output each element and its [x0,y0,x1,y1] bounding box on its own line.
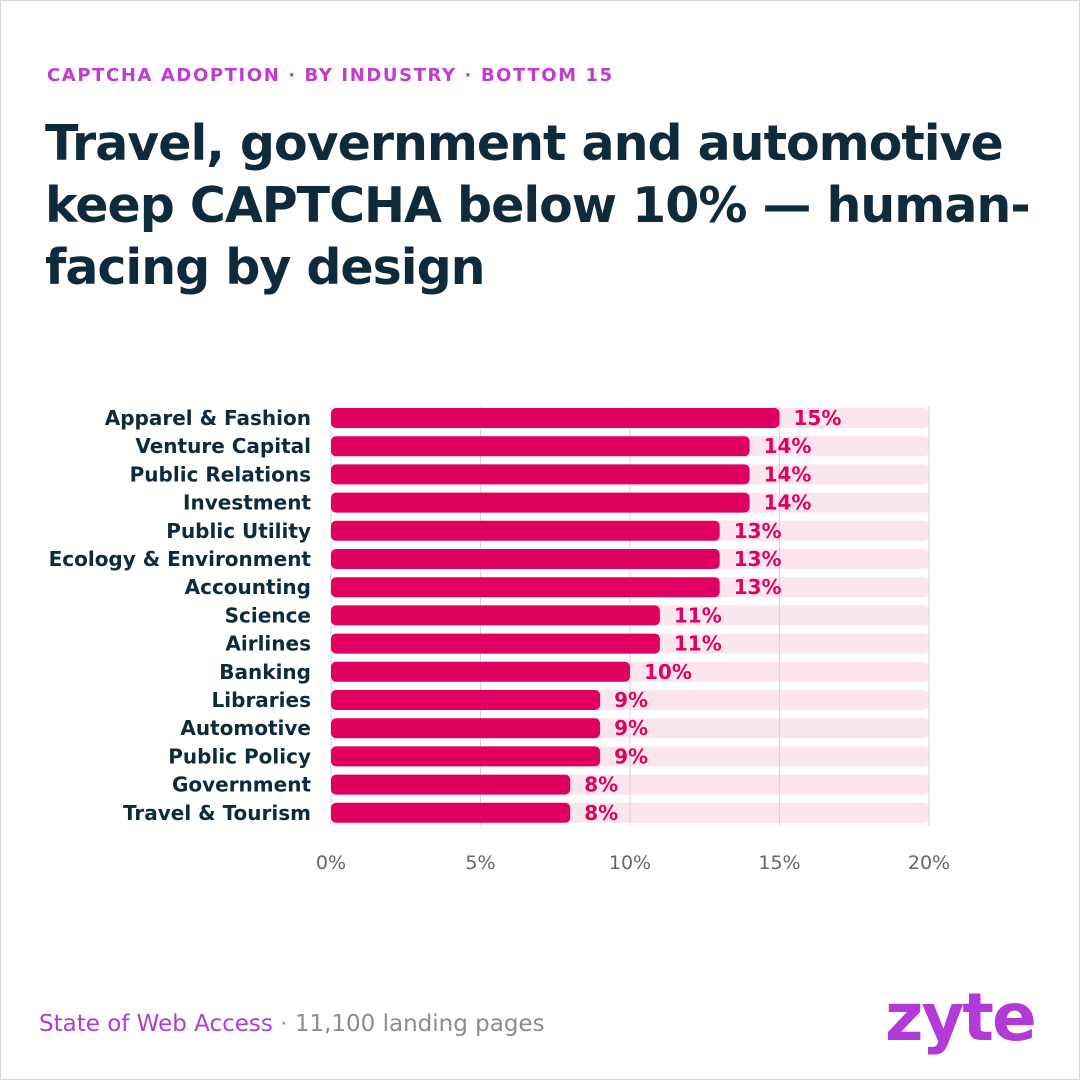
value-label: 8% [584,773,618,797]
value-label: 8% [584,801,618,825]
bar [331,549,720,569]
bar [331,408,780,428]
bar [331,577,720,598]
bar [331,520,720,541]
x-tick-label: 0% [316,852,346,874]
value-label: 14% [764,434,812,458]
x-tick-label: 20% [908,852,950,874]
category-label: Investment [183,491,311,515]
x-tick-label: 5% [465,852,495,874]
value-label: 13% [734,519,782,543]
footer: State of Web Access · 11,100 landing pag… [39,1011,545,1037]
category-label: Public Relations [130,462,311,486]
value-label: 11% [674,632,722,656]
bar [331,492,750,513]
bar [331,633,660,654]
category-label: Libraries [212,688,311,712]
bar [331,605,660,626]
bar [331,690,601,710]
value-label: 9% [614,716,648,740]
bar [331,436,750,457]
eyebrow-label: CAPTCHA ADOPTION · BY INDUSTRY · BOTTOM … [47,65,614,86]
bar [331,774,571,795]
value-label: 14% [764,491,812,515]
value-label: 9% [614,688,648,712]
category-label: Government [172,773,312,797]
category-label: Public Utility [166,519,311,543]
category-label: Public Policy [168,744,311,768]
value-label: 9% [614,744,648,768]
headline: Travel, government and automotive keep C… [45,115,1031,296]
category-label: Accounting [185,575,311,599]
bar [331,802,571,823]
bar [331,661,630,682]
category-label: Apparel & Fashion [105,406,311,430]
bar [331,746,601,767]
category-label: Automotive [180,716,311,740]
value-label: 13% [734,547,782,571]
value-label: 15% [794,406,842,430]
category-label: Ecology & Environment [49,547,312,571]
bar [331,718,601,739]
value-label: 14% [764,462,812,486]
value-label: 13% [734,575,782,599]
bar [331,464,750,485]
x-tick-label: 15% [758,852,800,874]
footer-separator: · [272,1011,295,1037]
value-label: 10% [644,660,692,684]
x-tick-label: 10% [609,852,651,874]
category-label: Venture Capital [135,434,311,458]
category-label: Banking [219,660,311,684]
brand-logo: zyte [885,979,1037,1056]
footer-meta: 11,100 landing pages [294,1011,545,1037]
footer-source: State of Web Access [39,1011,273,1037]
category-label: Airlines [225,632,311,656]
category-label: Science [225,603,311,627]
category-label: Travel & Tourism [123,801,311,825]
value-label: 11% [674,603,722,627]
